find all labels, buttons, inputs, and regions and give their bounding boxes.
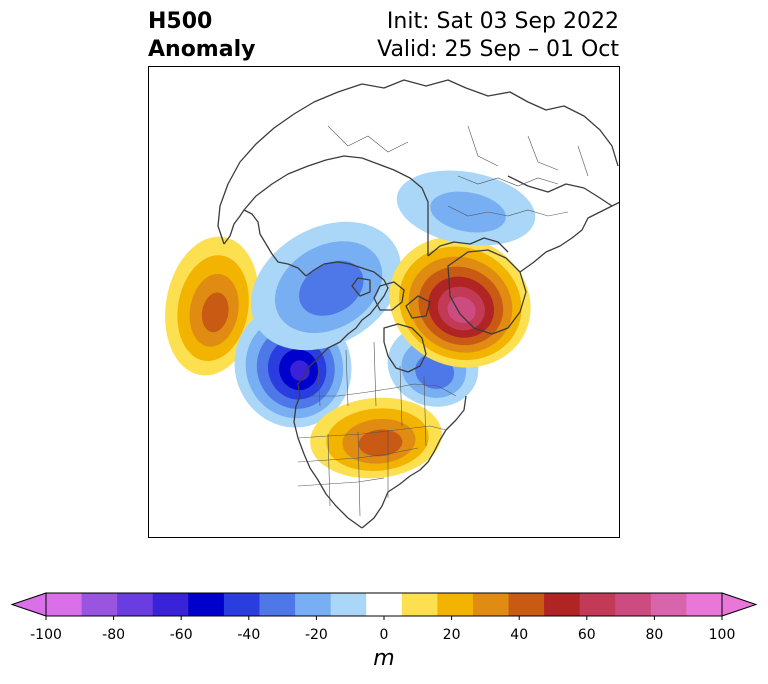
colorbar-tick-label: 80 (645, 627, 663, 643)
colorbar-tick-label: -40 (237, 627, 260, 643)
europe-coast (519, 201, 620, 273)
colorbar-segment (117, 593, 154, 616)
init-date: Init: Sat 03 Sep 2022 (386, 9, 619, 34)
colorbar-segment (544, 593, 581, 616)
colorbar-tick-label: -100 (30, 627, 62, 643)
na-east-coast (361, 395, 467, 529)
colorbar-segment (223, 593, 260, 616)
hudson-bay (383, 323, 427, 373)
title-line-2: Anomaly (148, 37, 256, 62)
colorbar-segments (10, 592, 758, 617)
borders (297, 125, 589, 517)
colorbar-segment (330, 593, 367, 616)
colorbar-tick-label: 40 (510, 627, 528, 643)
africa-north (507, 175, 613, 207)
na-west-coast (295, 261, 389, 407)
colorbar-segment (152, 593, 189, 616)
colorbar-segment (437, 593, 474, 616)
colorbar-unit: m (373, 646, 395, 671)
anomaly-fills (165, 170, 536, 479)
colorbar-segment (188, 593, 225, 616)
colorbar-segment (366, 593, 403, 616)
alaska (223, 209, 307, 277)
colorbar-tick-label: 60 (578, 627, 596, 643)
colorbar-segment (46, 593, 83, 616)
colorbar-segment (81, 593, 118, 616)
colorbar-segment (615, 593, 652, 616)
colorbar-ticks: -100 -80 -60 -40 -20 0 20 40 60 80 100 (30, 616, 735, 643)
map-title: H500 Anomaly (148, 8, 255, 64)
valid-range: Valid: 25 Sep – 01 Oct (377, 37, 619, 62)
anomaly-contour (358, 429, 403, 457)
map-frame (148, 66, 620, 538)
asia-coast (217, 83, 363, 245)
colorbar-tick-label: -20 (305, 627, 328, 643)
east-asia (361, 79, 467, 89)
colorbar-segment (650, 593, 687, 616)
colorbar-tick-label: 0 (380, 627, 389, 643)
title-line-1: H500 (148, 9, 213, 34)
scandinavia (427, 237, 509, 257)
anomaly-contour (430, 191, 506, 233)
colorbar-segment (295, 593, 332, 616)
colorbar-tick-label: -80 (102, 627, 125, 643)
colorbar-segment (472, 593, 510, 616)
colorbar-segment (579, 593, 616, 616)
arctic-islands (351, 277, 431, 319)
anomaly-contour (299, 260, 364, 316)
colorbar-segment (259, 593, 296, 616)
scandinavia-positive-anomaly (389, 236, 531, 368)
anomaly-map (148, 66, 620, 538)
colorbar-segment (686, 593, 723, 616)
colorbar-under-arrow (10, 592, 47, 617)
north-pacific-positive-anomaly (165, 236, 259, 376)
colorbar-tick-label: -60 (170, 627, 193, 643)
europe-east (465, 87, 619, 167)
anomaly-contour (201, 292, 229, 333)
na-south (293, 405, 363, 529)
coastlines (217, 79, 620, 529)
colorbar: -100 -80 -60 -40 -20 0 20 40 60 80 100 (10, 592, 758, 643)
colorbar-over-arrow (721, 592, 758, 617)
colorbar-segment (401, 593, 438, 616)
greenland (447, 249, 527, 335)
central-us-positive-anomaly (310, 397, 442, 479)
siberia-coast (243, 155, 429, 256)
colorbar-tick-label: 100 (709, 627, 736, 643)
colorbar-segment (508, 593, 545, 616)
siberia-negative-anomaly (396, 170, 536, 246)
colorbar-tick-label: 20 (443, 627, 461, 643)
forecast-dates: Init: Sat 03 Sep 2022 Valid: 25 Sep – 01… (377, 8, 619, 64)
